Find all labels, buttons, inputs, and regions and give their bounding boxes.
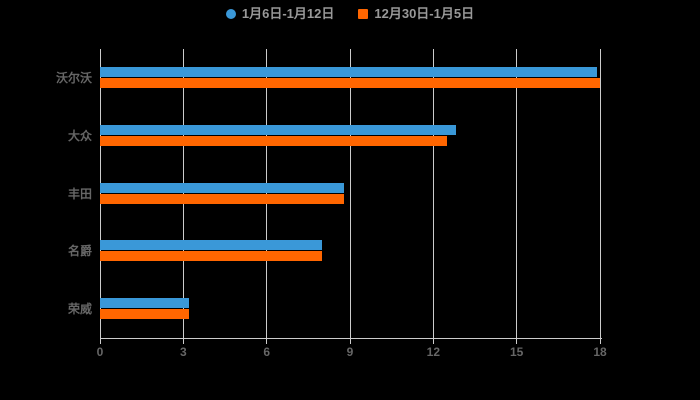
y-axis-category-label: 荣威: [67, 302, 92, 317]
legend-item-week-dec30-jan5[interactable]: 12月30日-1月5日: [358, 7, 474, 21]
gridline: [432, 49, 434, 338]
x-axis-tick: [432, 339, 434, 344]
bar-series2-row5: [100, 309, 189, 320]
x-axis-tick-label: 15: [509, 345, 524, 359]
x-axis-tick-label: 0: [96, 345, 104, 359]
x-axis-tick: [516, 339, 518, 344]
legend-label-week-dec30-jan5: 12月30日-1月5日: [374, 6, 475, 21]
gridline: [516, 49, 518, 338]
x-axis-tick-label: 12: [426, 345, 440, 359]
x-axis-tick-label: 6: [263, 345, 270, 359]
bar-series2-row4: [100, 251, 323, 262]
gridline: [599, 49, 601, 338]
y-axis-category-label: 名爵: [67, 244, 92, 259]
bar-series1-row2: [100, 124, 456, 135]
legend-square-marker-icon: [358, 9, 369, 19]
bar-series1-row5: [100, 298, 189, 309]
legend-label-week-jan6-jan12: 1月6日-1月12日: [241, 6, 335, 21]
gridline: [349, 49, 351, 338]
chart-legend: 1月6日-1月12日 12月30日-1月5日: [0, 7, 700, 21]
y-axis-category-label: 沃尔沃: [55, 70, 92, 85]
y-axis-category-label: 丰田: [67, 186, 92, 201]
x-axis-tick: [266, 339, 268, 344]
bar-series1-row1: [100, 66, 598, 77]
x-axis-tick-label: 18: [593, 345, 607, 359]
bar-series1-row4: [100, 240, 323, 251]
legend-circle-marker-icon: [225, 9, 236, 19]
x-axis-tick-label: 3: [179, 345, 187, 359]
y-axis-category-label: 大众: [67, 128, 92, 143]
bar-series2-row1: [100, 77, 600, 88]
bar-series2-row2: [100, 135, 448, 146]
plot-area: 0 3 6 9 12 15 18 沃尔沃大众丰田名爵荣威: [56, 49, 607, 359]
x-axis-tick-label: 9: [346, 345, 354, 359]
x-axis-line: [100, 338, 602, 339]
bar-series2-row3: [100, 193, 345, 204]
x-axis-tick: [99, 339, 101, 344]
x-axis-tick: [349, 339, 351, 344]
legend-item-week-jan6-jan12[interactable]: 1月6日-1月12日: [225, 6, 335, 21]
x-axis-tick: [182, 339, 184, 344]
bar-series1-row3: [100, 182, 345, 193]
x-axis-tick: [599, 339, 601, 344]
